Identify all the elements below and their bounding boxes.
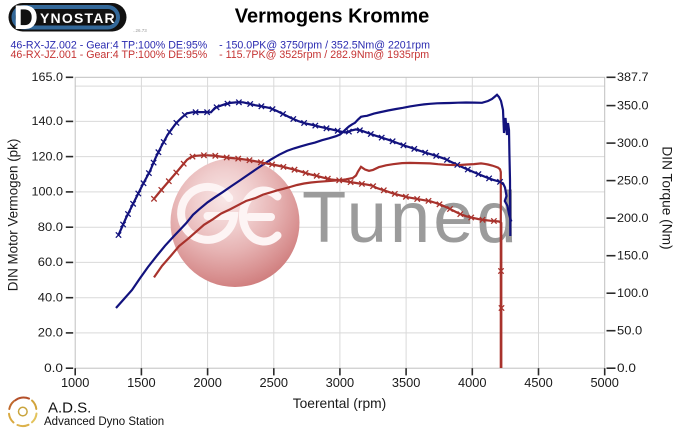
svg-text:4000: 4000	[458, 375, 487, 390]
svg-text:80.0: 80.0	[38, 220, 63, 234]
svg-text:140.0: 140.0	[32, 114, 64, 128]
svg-text:100.0: 100.0	[617, 286, 649, 300]
svg-text:150.0: 150.0	[617, 249, 649, 263]
svg-text:1500: 1500	[127, 375, 156, 390]
svg-text:40.0: 40.0	[38, 291, 63, 305]
svg-text:Vermogens Kromme: Vermogens Kromme	[235, 5, 430, 27]
svg-text:250.0: 250.0	[617, 174, 649, 188]
svg-text:3000: 3000	[326, 375, 355, 390]
svg-text:2000: 2000	[193, 375, 222, 390]
svg-text:387.7: 387.7	[617, 70, 649, 84]
svg-text:D: D	[14, 0, 39, 37]
svg-text:A.D.S.: A.D.S.	[48, 400, 91, 417]
svg-text:Tuned: Tuned	[302, 177, 520, 258]
svg-text:DIN Motor Vermogen (pk): DIN Motor Vermogen (pk)	[6, 139, 21, 292]
svg-text:5000: 5000	[590, 375, 619, 390]
svg-text:Advanced Dyno Station: Advanced Dyno Station	[44, 416, 164, 428]
svg-text:YNOSTAR: YNOSTAR	[40, 10, 116, 26]
svg-text:Toerental (rpm): Toerental (rpm)	[293, 396, 387, 411]
svg-text:165.0: 165.0	[32, 70, 64, 84]
svg-text:0.0: 0.0	[617, 361, 636, 375]
svg-text:46-RX-JZ.001 - Gear:4 TP:100%: 46-RX-JZ.001 - Gear:4 TP:100% DE:95% - 1…	[11, 49, 430, 61]
svg-text:46-RX-JZ.002 - Gear:4 TP:100%: 46-RX-JZ.002 - Gear:4 TP:100% DE:95% - 1…	[11, 39, 431, 51]
svg-text:100.0: 100.0	[32, 185, 64, 199]
svg-text:300.0: 300.0	[617, 136, 649, 150]
svg-text:2500: 2500	[260, 375, 289, 390]
svg-text:3500: 3500	[392, 375, 421, 390]
svg-text:..26.73: ..26.73	[133, 28, 147, 33]
svg-text:200.0: 200.0	[617, 211, 649, 225]
svg-text:50.0: 50.0	[617, 324, 642, 338]
svg-text:60.0: 60.0	[38, 255, 63, 269]
svg-text:0.0: 0.0	[44, 361, 63, 375]
svg-text:1000: 1000	[61, 375, 90, 390]
svg-text:120.0: 120.0	[32, 149, 64, 163]
svg-text:DIN Torque (Nm): DIN Torque (Nm)	[660, 146, 675, 249]
svg-text:20.0: 20.0	[38, 326, 63, 340]
svg-text:350.0: 350.0	[617, 99, 649, 113]
svg-text:4500: 4500	[524, 375, 553, 390]
